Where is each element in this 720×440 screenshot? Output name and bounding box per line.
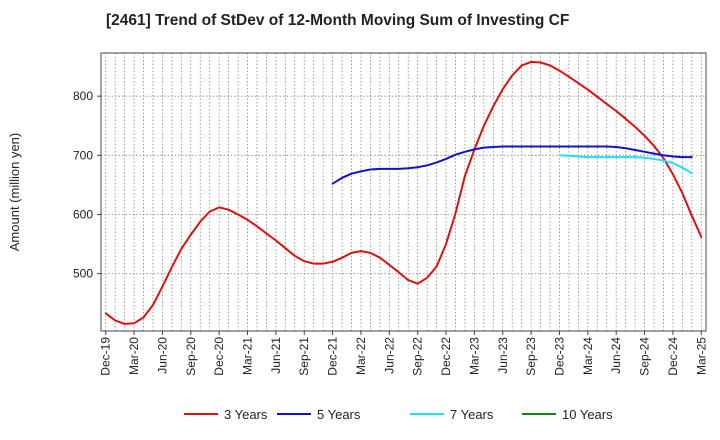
x-tick-label: Sep-23 (524, 337, 538, 376)
x-tick-label: Jun-23 (496, 337, 510, 374)
y-tick-label: 700 (73, 148, 93, 162)
y-axis-label: Amount (million yen) (7, 133, 22, 252)
y-axis-ticks: 500 600 700 800 (73, 89, 101, 281)
x-axis-ticks: Dec-19 Mar-20 Jun-20 Sep-20 Dec-20 Mar-21 Jun-… (99, 331, 708, 376)
x-tick-label: Dec-19 (99, 337, 113, 376)
legend: 3 Years 5 Years 7 Years 10 Years (184, 407, 613, 422)
x-tick-label: Jun-21 (269, 337, 283, 374)
x-tick-label: Mar-23 (467, 337, 481, 375)
x-tick-label: Dec-20 (212, 337, 226, 376)
x-tick-label: Mar-20 (127, 337, 141, 375)
x-tick-label: Dec-23 (552, 337, 566, 376)
legend-label-10-years: 10 Years (562, 407, 613, 422)
chart-title: [2461] Trend of StDev of 12-Month Moving… (106, 12, 570, 29)
grid-lines (101, 53, 706, 331)
x-tick-label: Sep-20 (184, 337, 198, 376)
y-tick-label: 800 (73, 89, 93, 103)
x-tick-label: Sep-22 (411, 337, 425, 376)
x-tick-label: Mar-25 (694, 337, 708, 375)
series-line-3-years (104, 60, 703, 325)
x-tick-label: Mar-21 (241, 337, 255, 375)
legend-label-7-years: 7 Years (450, 407, 494, 422)
x-tick-label: Mar-22 (354, 337, 368, 375)
series-line-5-years (331, 145, 693, 185)
y-tick-label: 600 (73, 207, 93, 221)
y-tick-label: 500 (73, 267, 93, 281)
x-tick-label: Dec-24 (666, 337, 680, 376)
x-tick-label: Jun-20 (155, 337, 169, 374)
x-tick-label: Jun-22 (382, 337, 396, 374)
x-tick-label: Mar-24 (581, 337, 595, 375)
plot-frame (100, 52, 707, 332)
series-lines (104, 60, 703, 325)
x-tick-label: Sep-24 (638, 337, 652, 376)
x-tick-label: Jun-24 (609, 337, 623, 374)
legend-label-5-years: 5 Years (317, 407, 361, 422)
legend-label-3-years: 3 Years (224, 407, 268, 422)
series-line-7-years (558, 154, 693, 175)
x-tick-label: Dec-21 (326, 337, 340, 376)
x-tick-label: Dec-22 (439, 337, 453, 376)
x-tick-label: Sep-21 (297, 337, 311, 376)
